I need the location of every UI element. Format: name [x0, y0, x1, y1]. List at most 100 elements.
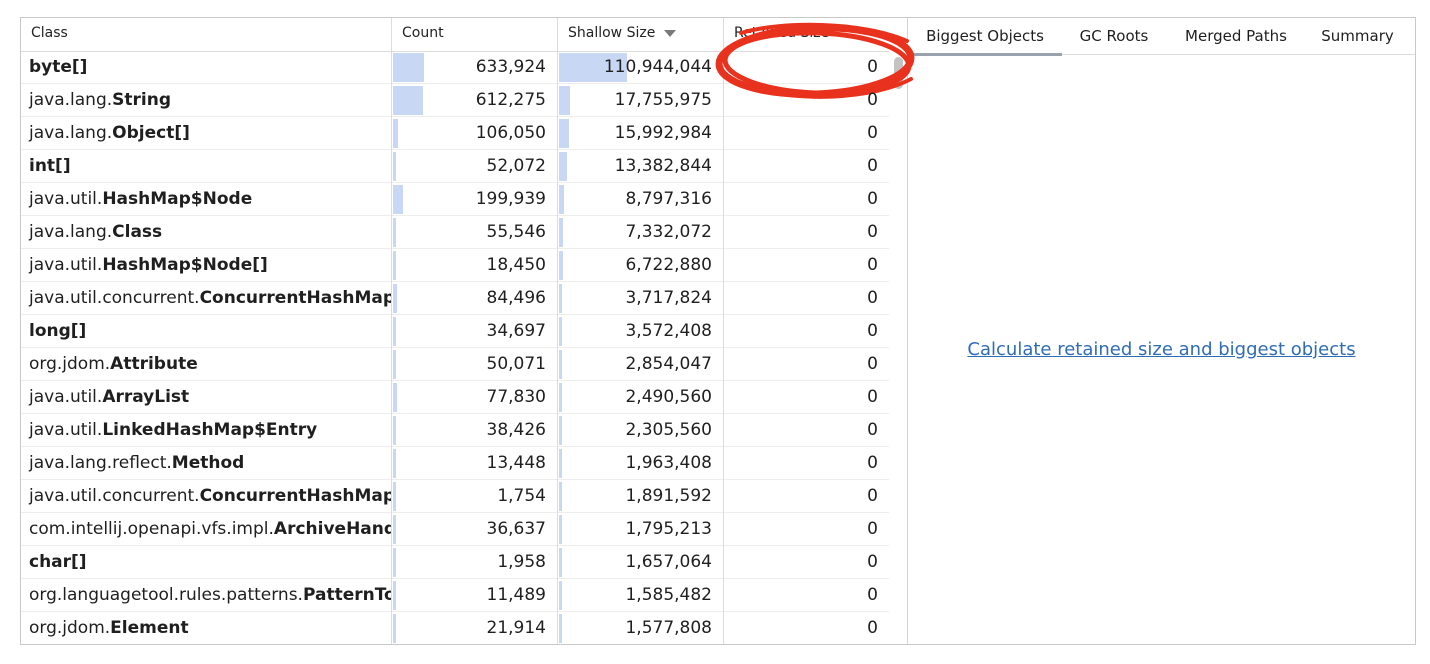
count-cell-value: 38,426 [486, 420, 546, 440]
tab-gc-roots[interactable]: GC Roots [1079, 27, 1149, 45]
column-header-count[interactable]: Count [391, 18, 557, 51]
count-cell-value: 84,496 [486, 288, 546, 308]
table-row[interactable]: java.lang.reflect.Method 13,448 1,963,408 0 [21, 447, 889, 480]
class-simple-name: PatternTo [302, 585, 391, 605]
retained-size-cell: 0 [723, 84, 889, 117]
retained-size-cell-value: 0 [867, 552, 878, 572]
class-package: org.jdom. [29, 618, 111, 638]
shallow-size-cell: 1,657,064 [557, 546, 723, 579]
class-name-cell: char[] [21, 546, 391, 579]
shallow-size-cell: 110,944,044 [557, 51, 723, 84]
count-cell-bar [393, 350, 396, 379]
shallow-size-cell-value: 7,332,072 [625, 222, 712, 242]
count-cell: 84,496 [391, 282, 557, 315]
column-header-retained-label: Retained Size [734, 25, 830, 41]
tab-biggest-objects[interactable]: Biggest Objects [908, 18, 1062, 56]
table-row[interactable]: org.jdom.Attribute 50,071 2,854,047 0 [21, 348, 889, 381]
retained-size-cell-value: 0 [867, 618, 878, 638]
table-row[interactable]: java.util.concurrent.ConcurrentHashMap 1,… [21, 480, 889, 513]
count-cell-bar [393, 515, 396, 544]
retained-size-cell-value: 0 [867, 453, 878, 473]
column-header-count-label: Count [402, 25, 444, 41]
table-row[interactable]: long[] 34,697 3,572,408 0 [21, 315, 889, 348]
retained-size-cell: 0 [723, 249, 889, 282]
count-cell-bar [393, 218, 396, 247]
retained-size-cell-value: 0 [867, 288, 878, 308]
shallow-size-cell-value: 1,585,482 [625, 585, 712, 605]
tab-summary[interactable]: Summary [1321, 27, 1394, 45]
table-row[interactable]: char[] 1,958 1,657,064 0 [21, 546, 889, 579]
table-row[interactable]: byte[] 633,924 110,944,044 0 [21, 51, 889, 84]
class-simple-name: Element [110, 618, 189, 638]
panel-divider[interactable] [907, 18, 908, 644]
shallow-size-cell-value: 1,657,064 [625, 552, 712, 572]
retained-size-cell: 0 [723, 51, 889, 84]
calculate-retained-size-link[interactable]: Calculate retained size and biggest obje… [967, 339, 1356, 360]
memory-view-frame: Class Count Shallow Size Retained Size b… [20, 17, 1416, 645]
table-header: Class Count Shallow Size Retained Size [21, 18, 889, 52]
table-row[interactable]: java.lang.Object[] 106,050 15,992,984 0 [21, 117, 889, 150]
shallow-size-cell-bar [559, 218, 563, 247]
count-cell-bar [393, 185, 403, 214]
table-row[interactable]: java.lang.String 612,275 17,755,975 0 [21, 84, 889, 117]
class-name-cell: long[] [21, 315, 391, 348]
class-name-cell: org.jdom.Element [21, 612, 391, 644]
retained-size-cell: 0 [723, 546, 889, 579]
shallow-size-cell-bar [559, 614, 562, 643]
class-package: org.languagetool.rules.patterns. [29, 585, 303, 605]
column-header-shallow-size[interactable]: Shallow Size [557, 18, 723, 51]
shallow-size-cell: 2,854,047 [557, 348, 723, 381]
column-header-shallow-label: Shallow Size [568, 25, 656, 41]
table-scrollbar[interactable] [891, 51, 907, 644]
table-row[interactable]: java.util.HashMap$Node[] 18,450 6,722,880 0 [21, 249, 889, 282]
table-row[interactable]: int[] 52,072 13,382,844 0 [21, 150, 889, 183]
count-cell: 106,050 [391, 117, 557, 150]
retained-size-cell-value: 0 [867, 519, 878, 539]
table-row[interactable]: java.util.HashMap$Node 199,939 8,797,316 0 [21, 183, 889, 216]
retained-size-cell-value: 0 [867, 189, 878, 209]
shallow-size-cell-bar [559, 152, 567, 181]
table-row[interactable]: java.lang.Class 55,546 7,332,072 0 [21, 216, 889, 249]
shallow-size-cell-value: 1,577,808 [625, 618, 712, 638]
count-cell-value: 52,072 [486, 156, 546, 176]
class-simple-name: ArchiveHand [273, 519, 391, 539]
table-row[interactable]: java.util.LinkedHashMap$Entry 38,426 2,305… [21, 414, 889, 447]
column-header-class[interactable]: Class [21, 18, 391, 51]
table-row[interactable]: org.jdom.Element 21,914 1,577,808 0 [21, 612, 889, 644]
table-row[interactable]: org.languagetool.rules.patterns.PatternT… [21, 579, 889, 612]
class-simple-name: ConcurrentHashMap [199, 288, 391, 308]
count-cell-value: 77,830 [486, 387, 546, 407]
shallow-size-cell-bar [559, 548, 562, 577]
count-cell: 77,830 [391, 381, 557, 414]
count-cell: 612,275 [391, 84, 557, 117]
count-cell: 633,924 [391, 51, 557, 84]
class-simple-name: LinkedHashMap$Entry [102, 420, 318, 440]
count-cell: 1,958 [391, 546, 557, 579]
count-cell-bar [393, 416, 396, 445]
class-simple-name: Object[] [112, 123, 190, 143]
class-simple-name: String [112, 90, 171, 110]
table-row[interactable]: java.util.concurrent.ConcurrentHashMap 84… [21, 282, 889, 315]
shallow-size-cell-bar [559, 86, 570, 115]
shallow-size-cell-value: 2,854,047 [625, 354, 712, 374]
scrollbar-thumb[interactable] [894, 57, 903, 89]
table-row[interactable]: com.intellij.openapi.vfs.impl.ArchiveHan… [21, 513, 889, 546]
shallow-size-cell: 1,795,213 [557, 513, 723, 546]
retained-size-cell-value: 0 [867, 57, 878, 77]
retained-size-cell-value: 0 [867, 156, 878, 176]
count-cell-bar [393, 284, 397, 313]
retained-size-cell-value: 0 [867, 222, 878, 242]
retained-size-cell: 0 [723, 513, 889, 546]
count-cell: 34,697 [391, 315, 557, 348]
tab-merged-paths[interactable]: Merged Paths [1185, 27, 1287, 45]
shallow-size-cell: 1,963,408 [557, 447, 723, 480]
column-header-retained-size[interactable]: Retained Size [723, 18, 889, 51]
retained-size-cell-value: 0 [867, 387, 878, 407]
table-row[interactable]: java.util.ArrayList 77,830 2,490,560 0 [21, 381, 889, 414]
retained-size-cell-value: 0 [867, 585, 878, 605]
retained-size-cell-value: 0 [867, 420, 878, 440]
class-package: java.util. [29, 255, 103, 275]
shallow-size-cell: 15,992,984 [557, 117, 723, 150]
class-simple-name: Attribute [110, 354, 198, 374]
count-cell-value: 1,754 [497, 486, 546, 506]
